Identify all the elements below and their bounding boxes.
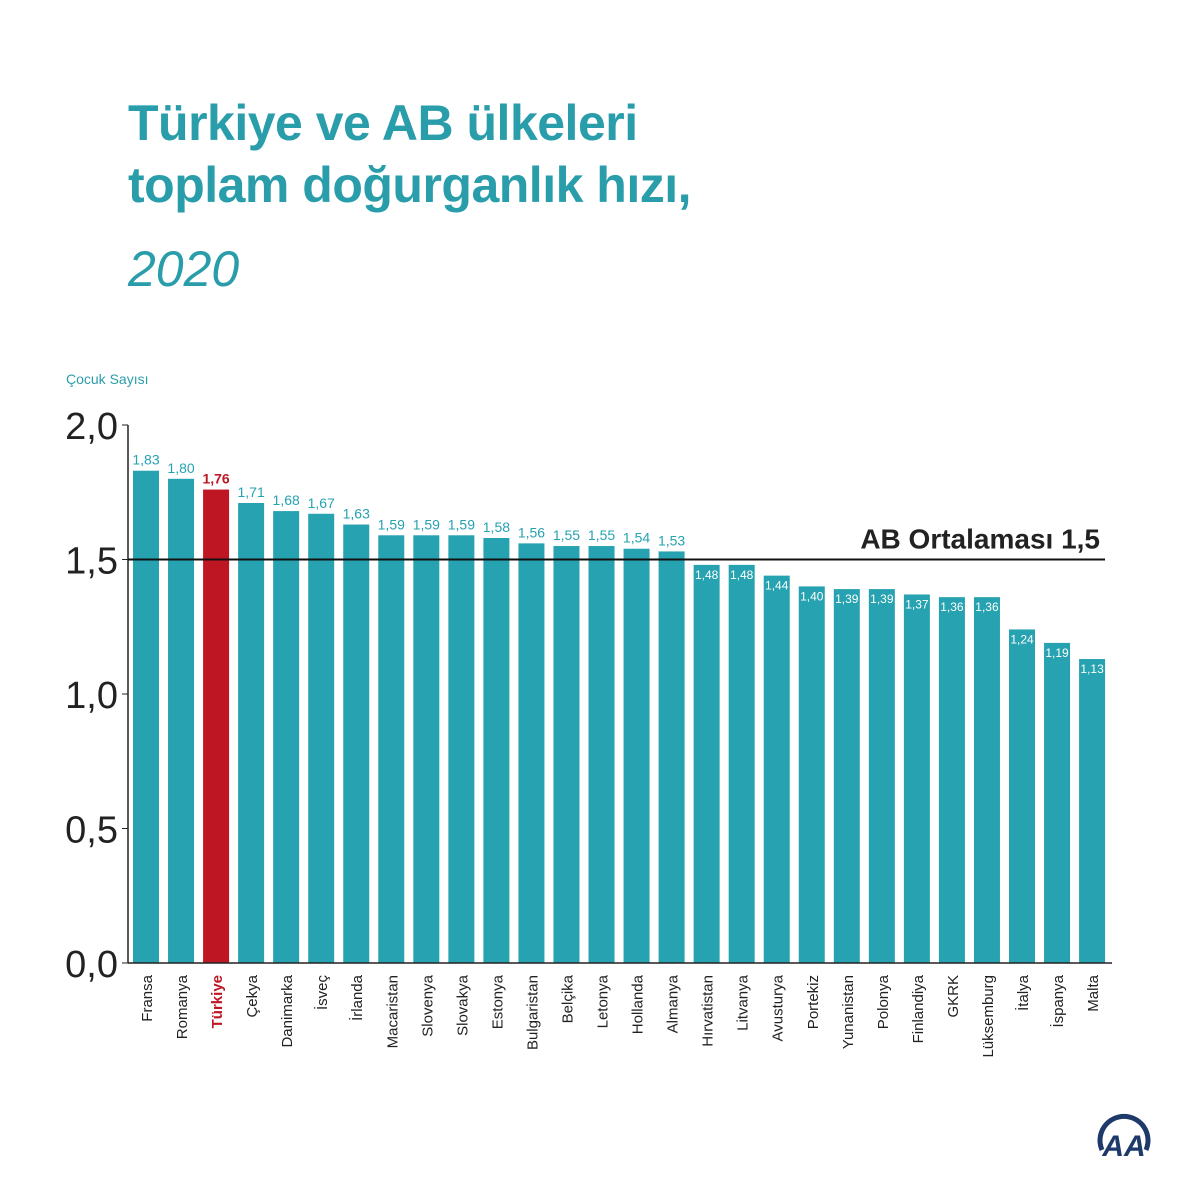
data-label: 1,54 — [623, 530, 650, 546]
eu-average-label: AB Ortalaması 1,5 — [860, 524, 1100, 555]
y-axis-label: Çocuk Sayısı — [66, 371, 148, 387]
x-tick-label: Hollanda — [630, 974, 647, 1034]
bar — [273, 511, 300, 963]
x-tick-label: Romanya — [174, 974, 191, 1039]
bar — [1044, 642, 1071, 963]
x-tick-label: Malta — [1085, 974, 1102, 1011]
data-label: 1,24 — [1010, 632, 1034, 646]
data-label: 1,83 — [132, 452, 159, 468]
x-tick-label: Belçika — [559, 974, 576, 1023]
y-tick-label: 1,0 — [65, 675, 118, 717]
x-tick-label: Lüksemburg — [980, 975, 997, 1058]
x-tick-label: İsveç — [313, 975, 331, 1011]
x-tick-label: Yunanistan — [840, 975, 857, 1049]
bar — [308, 513, 335, 963]
x-tick-label: Türkiye — [209, 975, 226, 1028]
x-tick-label: Slovenya — [419, 974, 436, 1036]
bar — [658, 551, 685, 963]
x-tick-label: İtalya — [1014, 974, 1032, 1011]
bar — [903, 594, 930, 963]
data-label: 1,56 — [518, 524, 545, 540]
x-tick-label: Bulgaristan — [524, 975, 541, 1050]
y-tick-label: 0,0 — [65, 944, 118, 986]
data-label: 1,39 — [835, 592, 859, 606]
x-tick-label: Avusturya — [770, 974, 787, 1041]
title-line-1: Türkiye ve AB ülkeleri — [128, 95, 638, 151]
bar — [168, 478, 195, 963]
data-label: 1,36 — [940, 600, 964, 614]
x-tick-label: Slovakya — [454, 974, 471, 1036]
data-label: 1,71 — [237, 484, 264, 500]
bar — [203, 489, 230, 963]
data-label: 1,37 — [905, 597, 929, 611]
aa-logo-text: AA — [1101, 1130, 1145, 1163]
bar — [1009, 629, 1035, 963]
x-tick-label: İrlanda — [348, 974, 366, 1021]
y-tick-label: 2,0 — [65, 406, 118, 448]
x-tick-label: Fransa — [139, 974, 156, 1021]
data-label: 1,59 — [378, 516, 405, 532]
data-label: 1,58 — [483, 519, 510, 535]
data-label: 1,59 — [413, 516, 440, 532]
data-label: 1,76 — [202, 471, 229, 487]
x-tick-label: Hırvatistan — [700, 975, 717, 1047]
bar — [448, 535, 475, 963]
data-label: 1,48 — [695, 568, 719, 582]
x-tick-label: GKRK — [945, 975, 962, 1018]
bar — [973, 597, 1000, 963]
x-tick-label: İspanya — [1049, 974, 1067, 1027]
bar — [553, 546, 580, 963]
data-label: 1,55 — [553, 527, 580, 543]
x-tick-label: Danimarka — [279, 974, 296, 1047]
bar — [588, 546, 615, 963]
x-tick-label: Letonya — [595, 974, 612, 1028]
data-label: 1,53 — [658, 532, 685, 548]
x-tick-label: Portekiz — [805, 975, 822, 1029]
bar — [693, 564, 720, 963]
x-tick-label: Estonya — [489, 974, 506, 1029]
title-year: 2020 — [128, 241, 240, 297]
data-label: 1,67 — [308, 495, 335, 511]
data-label: 1,63 — [343, 506, 370, 522]
data-label: 1,39 — [870, 592, 894, 606]
bar — [378, 535, 405, 963]
x-tick-label: Polonya — [875, 974, 892, 1029]
bar — [728, 564, 755, 963]
x-tick-label: Finlandiya — [910, 974, 927, 1043]
data-label: 1,19 — [1045, 646, 1069, 660]
bar — [938, 597, 965, 963]
x-tick-label: Çekya — [244, 974, 261, 1017]
bar — [763, 575, 790, 963]
x-tick-label: Almanya — [665, 974, 682, 1033]
bar — [483, 537, 510, 963]
bar — [1079, 659, 1106, 963]
data-label: 1,68 — [273, 492, 300, 508]
data-label: 1,55 — [588, 527, 615, 543]
data-label: 1,13 — [1080, 662, 1104, 676]
title-line-2: toplam doğurganlık hızı, — [128, 157, 692, 213]
bar — [798, 586, 825, 963]
data-label: 1,36 — [975, 600, 999, 614]
bar — [343, 524, 370, 963]
bar — [133, 470, 159, 963]
y-tick-label: 0,5 — [65, 810, 118, 852]
data-label: 1,40 — [800, 589, 824, 603]
bar — [518, 543, 545, 963]
aa-logo: AA — [1097, 1113, 1151, 1163]
y-tick-label: 1,5 — [65, 541, 118, 583]
data-label: 1,59 — [448, 516, 475, 532]
data-label: 1,44 — [765, 579, 789, 593]
x-tick-label: Macaristan — [384, 975, 401, 1048]
data-label: 1,48 — [730, 568, 754, 582]
x-tick-label: Litvanya — [735, 974, 752, 1031]
bar — [238, 503, 265, 963]
bar — [868, 589, 895, 963]
bar — [833, 589, 860, 963]
bar — [413, 535, 440, 963]
data-label: 1,80 — [167, 460, 194, 476]
bar — [623, 548, 650, 963]
